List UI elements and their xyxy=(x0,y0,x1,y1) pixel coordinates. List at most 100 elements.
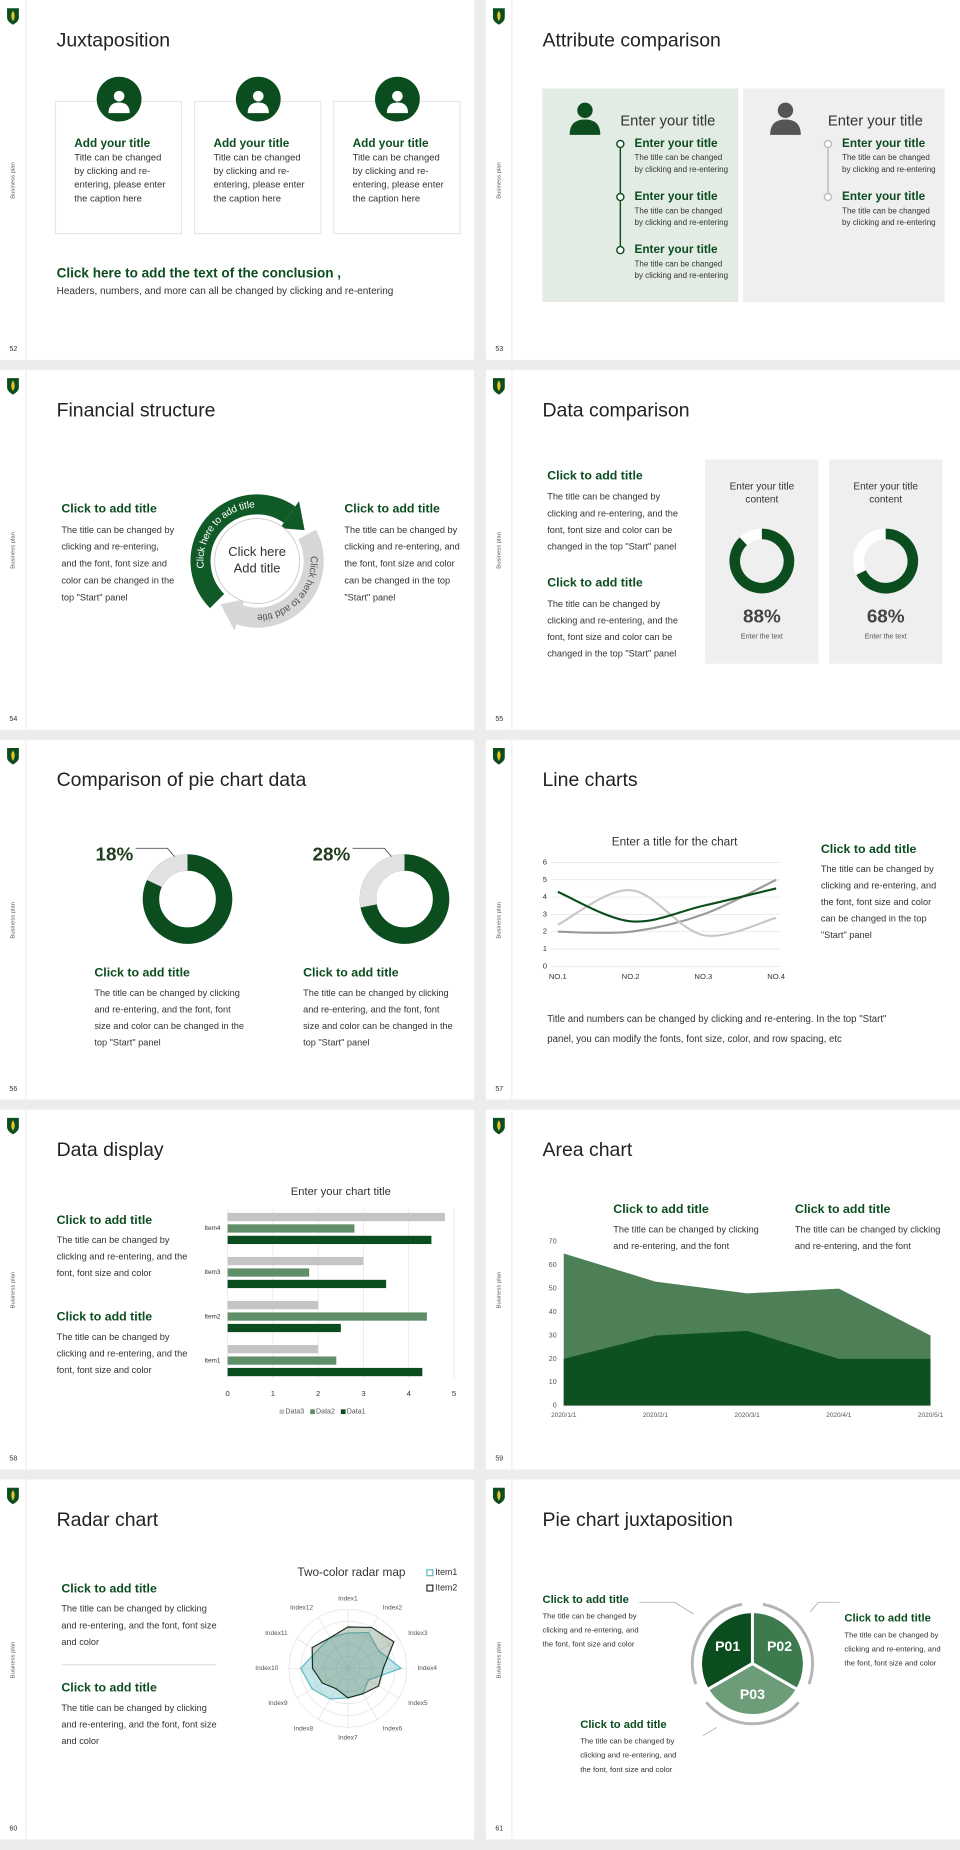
body-line: the font, font size and color xyxy=(580,1765,672,1774)
block-title: Click to add title xyxy=(57,1213,153,1227)
radar-label: Index3 xyxy=(408,1630,428,1637)
value-label: 88% xyxy=(743,606,781,627)
y-tick-label: 50 xyxy=(549,1286,557,1293)
y-tick-label: Item1 xyxy=(204,1357,221,1364)
area-series xyxy=(563,1330,931,1406)
connector xyxy=(702,1726,718,1736)
radar-label: Index5 xyxy=(408,1700,428,1707)
body-line: clicking and re-entering, and the xyxy=(57,1348,188,1358)
x-tick-label: NO.1 xyxy=(549,972,567,981)
caption: Enter the text xyxy=(865,633,907,640)
slide-title: Data display xyxy=(57,1139,164,1161)
slide: Business plan 54 Financial structure Click … xyxy=(0,369,475,730)
slide-number: 61 xyxy=(495,1826,503,1833)
radar-label: Index7 xyxy=(338,1735,358,1742)
legend-label: Data3 xyxy=(285,1409,304,1416)
slide-title: Attribute comparison xyxy=(543,29,721,51)
y-tick-label: 20 xyxy=(549,1356,557,1363)
line-series xyxy=(557,887,777,923)
donut-arc xyxy=(729,528,795,594)
slide-number: 56 xyxy=(9,1086,17,1093)
card xyxy=(829,459,943,664)
x-tick-label: 2020/2/1 xyxy=(643,1412,669,1419)
item-title: Enter your title xyxy=(634,243,718,256)
radar-series xyxy=(311,1626,395,1699)
icon-body xyxy=(247,102,269,114)
x-tick-label: 4 xyxy=(407,1389,412,1398)
slide-number: 52 xyxy=(9,346,17,353)
icon-body xyxy=(386,102,409,114)
slide: Business plan 59 Area chart 0 10 20 30 40 50 60 70… xyxy=(485,1109,960,1470)
body-line: by clicking and re-entering xyxy=(634,165,728,174)
item-title: Enter your title xyxy=(842,137,926,150)
bar xyxy=(227,1268,310,1277)
y-tick-label: 3 xyxy=(543,909,547,918)
value-label: 28% xyxy=(313,843,351,864)
body-line: font, font size and color xyxy=(57,1365,152,1375)
x-tick-label: 2020/1/1 xyxy=(551,1412,577,1419)
legend-swatch xyxy=(279,1409,285,1415)
connector xyxy=(639,1601,694,1615)
body-line: The title can be changed by xyxy=(821,864,934,874)
body-line: and re-entering, and the font, font xyxy=(303,1004,440,1014)
segment-label: P01 xyxy=(715,1638,740,1654)
body-line: and re-entering, and the font, font size xyxy=(61,1719,216,1729)
pie-segment xyxy=(705,1661,800,1717)
body-line: The title can be changed xyxy=(634,259,722,268)
body-line: The title can be changed xyxy=(634,206,722,215)
body-line: The title can be changed xyxy=(842,206,930,215)
body-line: entering, please enter xyxy=(213,179,304,190)
card-title: content xyxy=(869,494,902,505)
sidebar-label: Business plan xyxy=(496,902,502,939)
item-title: Enter your title xyxy=(634,137,718,150)
item-title: Enter your title xyxy=(634,190,718,203)
donut-slice xyxy=(146,854,189,888)
block-title: Click to add title xyxy=(580,1719,666,1731)
body-line: the caption here xyxy=(213,192,281,203)
body-line: by clicking and re- xyxy=(353,165,429,176)
slide-number: 53 xyxy=(495,346,503,353)
timeline-dot xyxy=(823,192,833,202)
body-line: size and color can be changed in the xyxy=(94,1021,244,1031)
body-line: The title can be changed by clicking xyxy=(61,1604,207,1614)
bar xyxy=(227,1224,355,1233)
x-tick-label: 2020/3/1 xyxy=(735,1412,761,1419)
block-title: Click to add title xyxy=(613,1202,709,1216)
body-line: changed in the top "Start" panel xyxy=(547,649,676,659)
legend-swatch xyxy=(426,1584,434,1592)
block-title: Click to add title xyxy=(547,576,643,590)
slide-number: 58 xyxy=(9,1456,17,1463)
sidebar-label: Business plan xyxy=(496,1642,502,1679)
slide-number: 57 xyxy=(495,1086,503,1093)
timeline-dot xyxy=(616,139,625,149)
body-line: The title can be changed by xyxy=(547,599,660,609)
y-tick-label: 6 xyxy=(543,857,547,866)
logo-flame xyxy=(497,1490,501,1501)
y-tick-label: 10 xyxy=(549,1379,557,1386)
slide-title: Radar chart xyxy=(57,1509,159,1531)
radar-label: Index8 xyxy=(294,1725,314,1732)
sidebar-label: Business plan xyxy=(11,1642,17,1679)
radar-spoke xyxy=(347,1667,400,1699)
body-line: top "Start" panel xyxy=(94,1037,160,1047)
icon-body xyxy=(108,102,130,114)
body-line: "Start" panel xyxy=(821,930,872,940)
bar xyxy=(227,1345,319,1354)
body-line: clicking and re-entering, and xyxy=(543,1626,639,1635)
radar-spoke xyxy=(347,1638,400,1669)
slide: Business plan 55 Data comparison Click to a… xyxy=(485,369,960,730)
body-line: The title can be changed by clicking xyxy=(61,1703,207,1713)
value-label: 68% xyxy=(867,606,905,627)
y-tick-label: Item4 xyxy=(204,1225,221,1232)
center-text: Add title xyxy=(234,561,281,576)
sidebar-label: Business plan xyxy=(11,1272,17,1309)
caption: Enter the text xyxy=(741,633,783,640)
arrow-gray xyxy=(220,599,245,631)
x-tick-label: NO.2 xyxy=(622,972,640,981)
slide-number: 55 xyxy=(495,716,503,723)
sidebar-label: Business plan xyxy=(496,162,502,199)
body-line: size and color can be changed in the xyxy=(303,1021,453,1031)
card xyxy=(333,100,461,235)
body-line: The title can be changed by xyxy=(844,1630,938,1639)
logo-flame xyxy=(497,750,501,762)
